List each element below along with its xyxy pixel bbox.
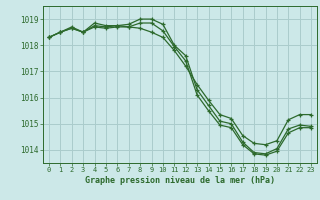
- X-axis label: Graphe pression niveau de la mer (hPa): Graphe pression niveau de la mer (hPa): [85, 176, 275, 185]
